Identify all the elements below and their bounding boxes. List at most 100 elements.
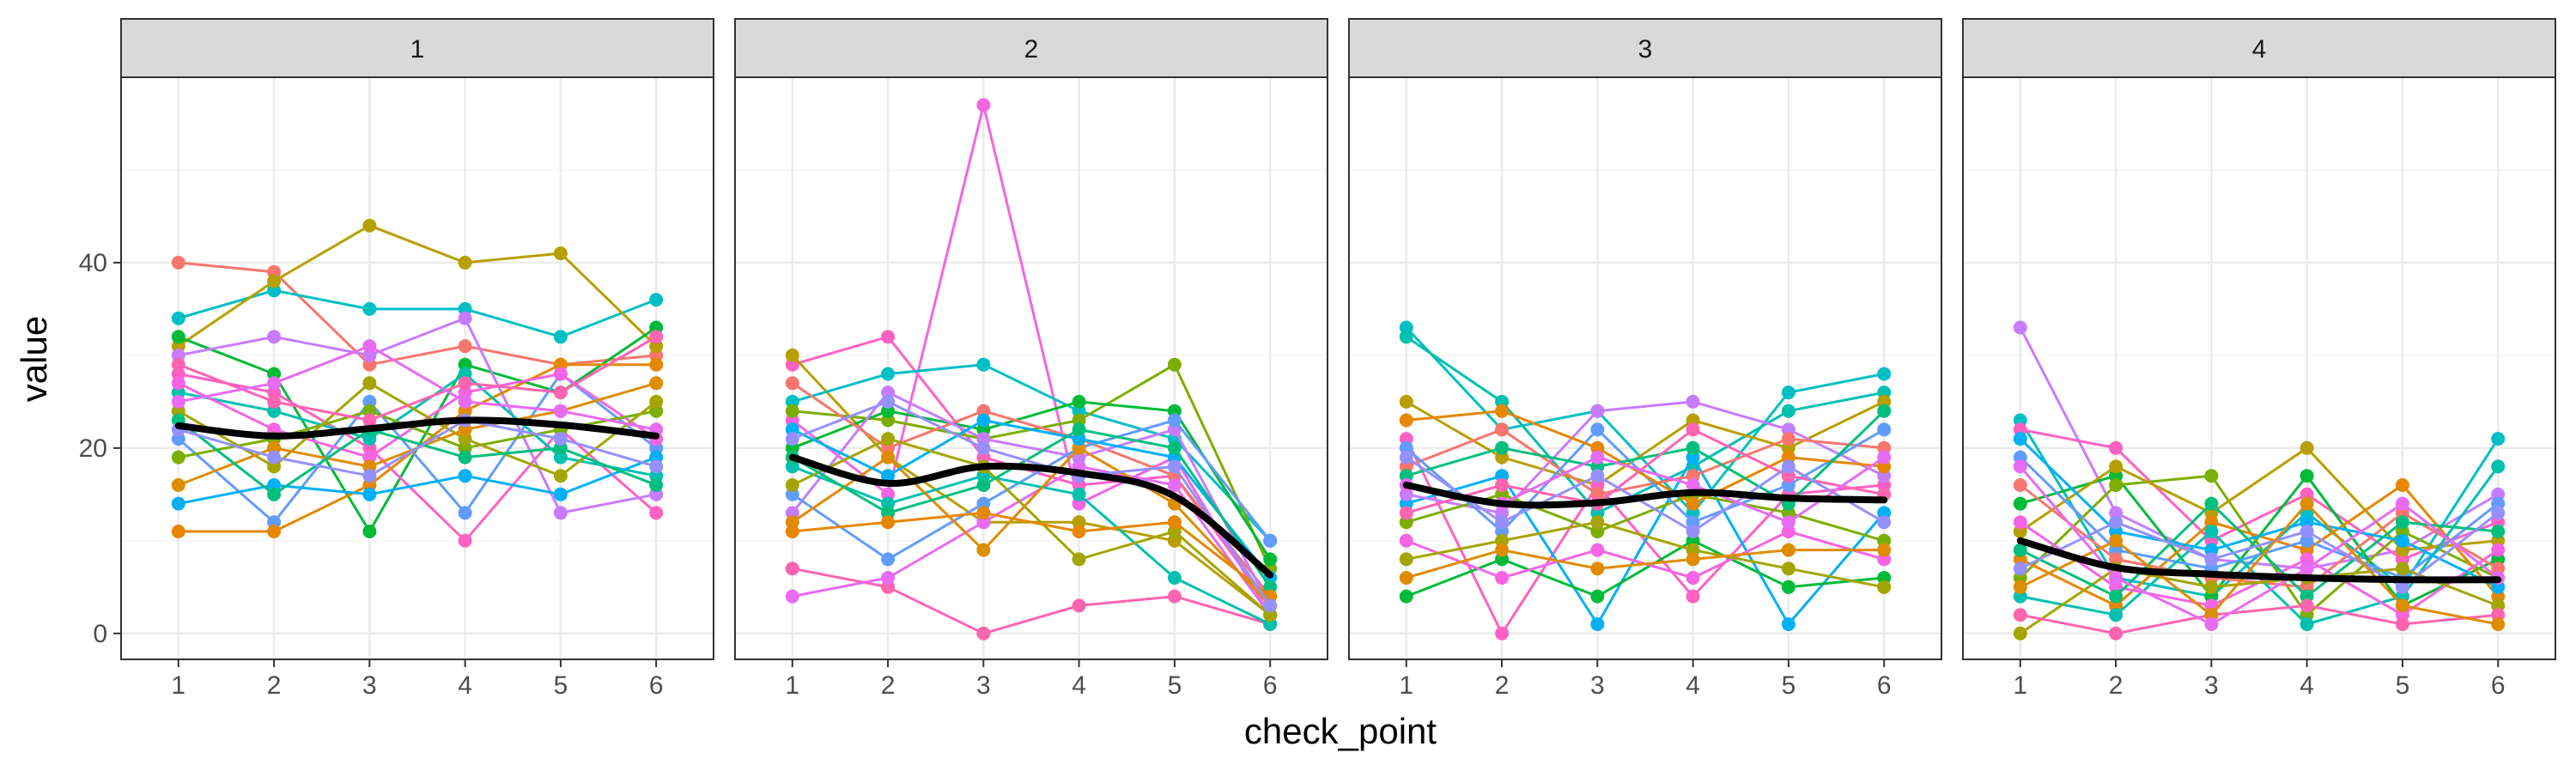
series-line xyxy=(2019,326,2499,570)
data-point xyxy=(267,487,282,501)
series-line xyxy=(2020,428,2499,561)
data-point xyxy=(362,301,377,316)
series-line xyxy=(1406,520,1885,589)
data-point xyxy=(458,311,472,325)
x-tick-label: 5 xyxy=(1168,671,1182,700)
data-point xyxy=(1167,515,1182,530)
data-point xyxy=(553,487,568,501)
data-point xyxy=(2013,608,2027,622)
data-point xyxy=(2013,459,2027,474)
data-point xyxy=(1781,459,1795,474)
series-line xyxy=(791,391,1272,607)
series-line xyxy=(178,344,657,431)
data-point xyxy=(2109,459,2123,474)
series-line xyxy=(177,419,657,496)
data-point xyxy=(785,589,799,604)
data-point xyxy=(267,525,282,538)
data-point xyxy=(1686,571,1700,585)
data-point xyxy=(458,339,472,354)
series-line xyxy=(178,317,657,514)
data-point xyxy=(1686,552,1700,567)
data-point xyxy=(1877,515,1892,530)
data-point xyxy=(649,293,664,307)
data-point xyxy=(1686,440,1700,455)
data-point xyxy=(1781,385,1795,400)
series-line xyxy=(2019,438,2499,589)
data-point xyxy=(458,255,472,270)
x-tick-label: 6 xyxy=(649,671,664,700)
data-point xyxy=(553,246,568,261)
facet-panel-3: 3 1 2 3 4 5 6 xyxy=(1348,18,1942,700)
data-point xyxy=(553,385,568,400)
data-point xyxy=(649,459,664,474)
data-point xyxy=(1686,478,1700,492)
series-line xyxy=(177,224,658,348)
data-point xyxy=(2491,459,2506,474)
data-point xyxy=(881,515,896,530)
data-point xyxy=(2395,617,2409,631)
data-point xyxy=(1686,525,1700,538)
data-point xyxy=(458,533,472,548)
y-tick-label: 0 xyxy=(93,620,107,648)
series-line xyxy=(2020,502,2499,598)
data-point xyxy=(2204,580,2219,594)
data-point xyxy=(2013,515,2027,530)
data-point xyxy=(976,506,991,520)
data-point xyxy=(1072,422,1086,437)
data-point xyxy=(553,367,568,381)
data-point xyxy=(2300,562,2314,576)
series-line xyxy=(1406,428,1885,496)
data-point xyxy=(362,525,377,538)
data-point xyxy=(785,432,799,446)
x-tick-label: 1 xyxy=(1399,671,1413,700)
facet-strip xyxy=(1348,18,1942,78)
data-point xyxy=(1399,413,1413,428)
series-line xyxy=(792,465,1271,626)
data-point xyxy=(1167,357,1182,372)
data-point xyxy=(881,552,896,567)
x-tick-label: 2 xyxy=(2109,671,2123,700)
x-tick-label: 6 xyxy=(1877,671,1892,700)
facet-panel-1: 1 1 2 3 4 5 6 0 20 40 xyxy=(79,18,714,700)
data-point xyxy=(1781,580,1795,594)
data-point xyxy=(2204,496,2219,511)
data-point xyxy=(1399,394,1413,409)
data-point xyxy=(1495,478,1510,492)
x-tick-label: 5 xyxy=(554,671,568,700)
data-point xyxy=(362,376,377,391)
x-tick-label: 3 xyxy=(362,671,377,700)
smooth-trend-line xyxy=(174,416,660,440)
facet-strip xyxy=(120,18,714,78)
data-point xyxy=(1072,552,1086,567)
data-point xyxy=(458,506,472,520)
data-point xyxy=(2300,496,2314,511)
data-point xyxy=(1495,626,1510,640)
data-point xyxy=(1781,543,1795,557)
data-point xyxy=(649,376,664,391)
data-point xyxy=(362,218,377,233)
data-point xyxy=(1263,598,1278,613)
series-line xyxy=(2019,456,2500,580)
data-point xyxy=(649,506,664,520)
data-point xyxy=(1399,506,1413,520)
data-point xyxy=(881,330,896,344)
series-line xyxy=(178,456,657,506)
series-line xyxy=(178,288,657,338)
data-point xyxy=(362,469,377,483)
facet-strip-label: 2 xyxy=(1024,35,1039,64)
data-point xyxy=(553,469,568,483)
data-point xyxy=(553,432,568,446)
data-point xyxy=(1686,422,1700,437)
data-point xyxy=(171,255,185,270)
data-point xyxy=(1877,404,1892,418)
x-tick-label: 5 xyxy=(2396,671,2410,700)
data-point xyxy=(2491,506,2506,520)
data-point xyxy=(2491,525,2506,538)
smooth-trend-line xyxy=(1402,482,1888,509)
series-line xyxy=(2019,465,2500,626)
data-point xyxy=(362,339,377,354)
data-point xyxy=(362,487,377,501)
data-point xyxy=(2013,478,2027,492)
data-point xyxy=(1072,394,1086,409)
data-point xyxy=(458,376,472,391)
